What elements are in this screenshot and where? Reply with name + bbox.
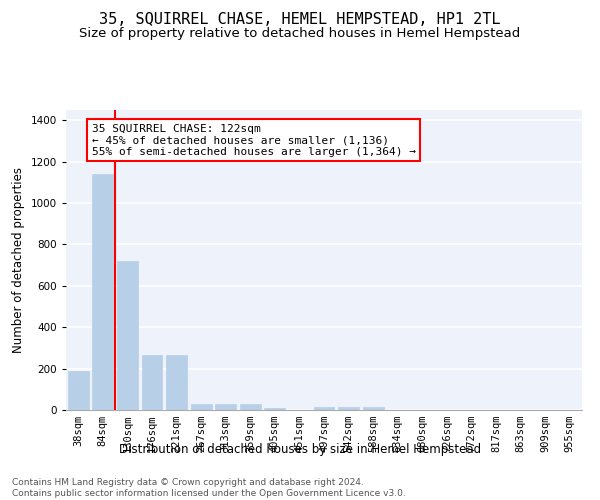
Text: 35 SQUIRREL CHASE: 122sqm
← 45% of detached houses are smaller (1,136)
55% of se: 35 SQUIRREL CHASE: 122sqm ← 45% of detac… [92,124,416,156]
Y-axis label: Number of detached properties: Number of detached properties [12,167,25,353]
Bar [92,174,113,410]
Bar [142,355,163,410]
Text: Distribution of detached houses by size in Hemel Hempstead: Distribution of detached houses by size … [119,442,481,456]
Bar [265,408,286,410]
Text: 35, SQUIRREL CHASE, HEMEL HEMPSTEAD, HP1 2TL: 35, SQUIRREL CHASE, HEMEL HEMPSTEAD, HP1… [99,12,501,28]
Bar [68,370,89,410]
Bar [191,404,212,410]
Text: Size of property relative to detached houses in Hemel Hempstead: Size of property relative to detached ho… [79,28,521,40]
Bar [117,261,138,410]
Bar [166,355,187,410]
Bar [240,404,261,410]
Bar [215,404,236,410]
Bar [338,407,359,410]
Bar [314,407,334,410]
Text: Contains HM Land Registry data © Crown copyright and database right 2024.
Contai: Contains HM Land Registry data © Crown c… [12,478,406,498]
Bar [362,407,383,410]
